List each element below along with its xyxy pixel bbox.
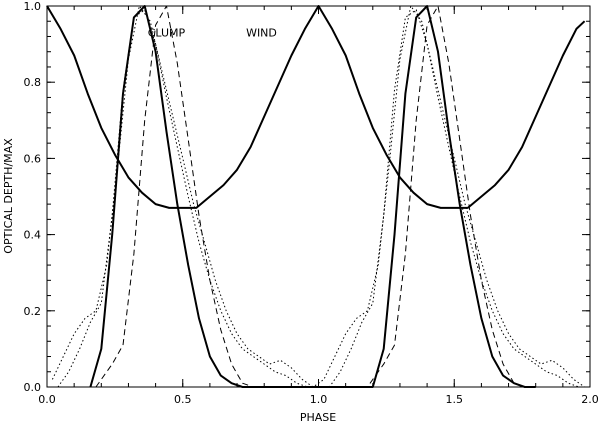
annotation-clump: CLUMP (148, 26, 186, 39)
axis-ticks: 0.0 0.5 1.0 1.5 2.0 0.0 0.2 0.4 0.6 0.8 1.0 (24, 0, 599, 406)
y-tick-label: 0.2 (24, 305, 42, 318)
series-line-3 (95, 5, 525, 388)
series-line-5 (57, 9, 580, 388)
x-axis-label: PHASE (300, 411, 336, 424)
y-axis-label: OPTICAL DEPTH/MAX (2, 138, 15, 254)
y-tick-label: 0.6 (24, 152, 42, 165)
y-tick-label: 1.0 (24, 0, 42, 13)
x-tick-label: 0.5 (174, 393, 192, 406)
series-group (46, 5, 586, 388)
series-line-2 (89, 5, 536, 388)
x-tick-label: 0.0 (38, 393, 56, 406)
y-tick-label: 0.0 (24, 381, 42, 394)
series-line-4 (51, 5, 585, 388)
x-tick-label: 1.0 (310, 393, 328, 406)
series-line-1 (46, 5, 586, 209)
y-tick-label: 0.8 (24, 76, 42, 89)
annotation-wind: WIND (246, 26, 277, 39)
x-tick-label: 1.5 (446, 393, 464, 406)
annotations: CLUMP WIND (148, 26, 277, 39)
y-tick-label: 0.4 (24, 229, 42, 242)
x-tick-label: 2.0 (581, 393, 599, 406)
